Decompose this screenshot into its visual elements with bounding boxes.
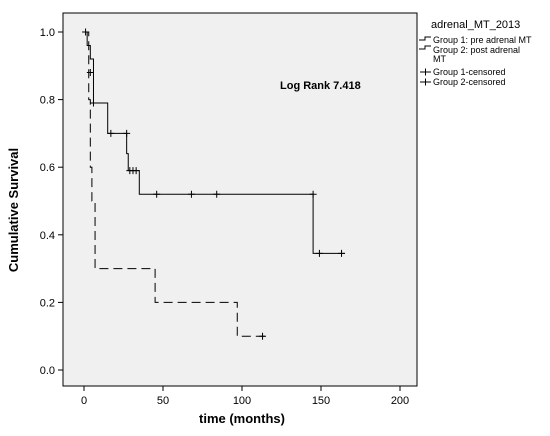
legend-symbol <box>419 45 431 50</box>
censor-mark-group-1 <box>132 167 140 175</box>
legend-label: Group 2: post adrenal <box>433 45 520 55</box>
x-tick-label: 100 <box>233 395 251 407</box>
x-tick-label: 50 <box>157 395 169 407</box>
censor-mark-group-1 <box>187 190 195 198</box>
censor-mark-group-1 <box>315 249 323 257</box>
x-axis-title: time (months) <box>199 411 285 426</box>
legend-label: Group 2-censored <box>433 77 506 87</box>
legend-symbol <box>420 78 431 86</box>
x-ticks: 0 50 100 150 200 <box>81 386 409 407</box>
censor-mark-group-2 <box>259 332 267 340</box>
plot-area <box>62 12 418 387</box>
censor-mark-group-1 <box>107 129 115 137</box>
legend-symbol <box>419 36 431 41</box>
censor-mark-group-1 <box>338 249 346 257</box>
x-tick-label: 150 <box>312 395 330 407</box>
y-tick-label: 0.0 <box>40 365 55 377</box>
censor-mark-group-1 <box>86 69 94 77</box>
y-tick-label: 0.6 <box>40 162 55 174</box>
series-line-group-1 <box>84 31 345 254</box>
legend-title: adrenal_MT_2013 <box>431 19 520 31</box>
series-line-group-2 <box>84 31 266 337</box>
censor-mark-group-1 <box>123 129 131 137</box>
y-axis-title: Cumulative Survival <box>6 148 21 272</box>
censor-mark-group-1 <box>89 99 97 107</box>
censor-mark-group-1 <box>309 190 317 198</box>
legend-label: Group 1-censored <box>433 67 506 77</box>
log-rank-annotation: Log Rank 7.418 <box>280 80 361 92</box>
y-ticks: 0.0 0.2 0.4 0.6 0.8 1.0 <box>40 27 63 377</box>
legend-label: Group 1: pre adrenal MT <box>433 35 532 45</box>
legend: adrenal_MT_2013 Group 1: pre adrenal MTG… <box>419 19 532 87</box>
x-tick-label: 0 <box>81 395 87 407</box>
legend-label: MT <box>433 54 446 64</box>
y-tick-label: 0.8 <box>40 95 55 107</box>
series-layer <box>82 28 346 340</box>
y-tick-label: 0.2 <box>40 297 55 309</box>
legend-symbol <box>420 68 431 76</box>
y-tick-label: 1.0 <box>40 27 55 39</box>
censor-mark-group-1 <box>153 190 161 198</box>
x-tick-label: 200 <box>391 395 409 407</box>
y-tick-label: 0.4 <box>40 230 55 242</box>
censor-mark-group-1 <box>213 190 221 198</box>
